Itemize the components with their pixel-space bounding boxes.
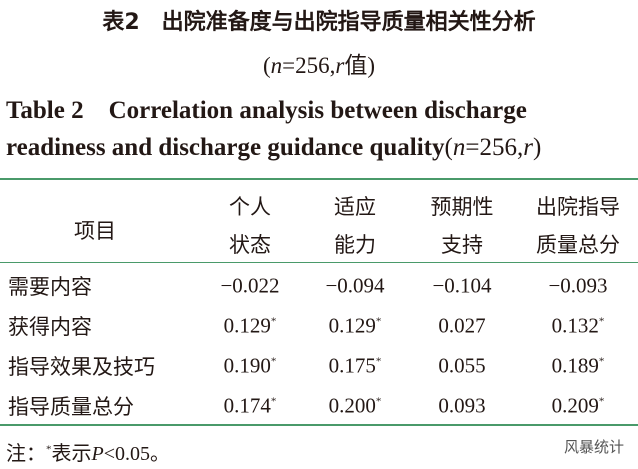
cell-text: 指导质量总分 [8, 395, 134, 419]
cell-text: 获得内容 [8, 315, 92, 339]
significance-mark: * [270, 315, 277, 328]
significance-mark: * [375, 315, 382, 328]
cell-text: 0.189 [551, 353, 599, 378]
title-en: Table 2 Correlation analysis between dis… [6, 97, 527, 124]
title-en-suffix: (n=256,r) [445, 134, 542, 161]
cell-text: 需要内容 [8, 275, 92, 299]
cell-value: 0.093 [438, 394, 485, 419]
cell-text: −0.094 [325, 273, 385, 298]
significance-mark: * [375, 395, 382, 408]
column-header: 质量总分 [536, 233, 620, 257]
significance-mark: * [598, 315, 605, 328]
column-header: 适应 [334, 195, 376, 219]
text-part: ( [262, 53, 271, 78]
cell-value: −0.022 [220, 274, 279, 299]
cell-value: 0.174* [224, 394, 277, 419]
note: 注：*表示P<0.05。 [6, 437, 170, 466]
cell-value: −0.093 [548, 274, 607, 299]
cell-value: 0.132* [552, 314, 605, 339]
mid-rule [0, 262, 638, 263]
column-header: 能力 [334, 233, 376, 257]
cell-text: 0.174 [223, 393, 271, 418]
column-header: 预期性 [430, 195, 494, 219]
text-part: n [452, 134, 466, 161]
cell-value: 0.209* [552, 394, 605, 419]
cell-value: 0.027 [438, 314, 485, 339]
row-label: 获得内容 [8, 311, 92, 341]
cell-text: 0.132 [551, 313, 599, 338]
column-header: 个人 [229, 195, 271, 219]
cell-value: 0.189* [552, 354, 605, 379]
text-part: =256, [465, 134, 524, 161]
cell-text: 0.175 [328, 353, 376, 378]
text-part: r [335, 53, 345, 78]
cell-text: −0.104 [432, 273, 492, 298]
text-part: * [46, 443, 52, 456]
cell-value: 0.129* [224, 314, 277, 339]
cell-value: 0.175* [329, 354, 382, 379]
cell-value: 0.129* [329, 314, 382, 339]
text-part: 表示 [51, 443, 92, 465]
text-part: n [270, 53, 283, 78]
column-header: 支持 [441, 233, 483, 257]
cell-text: 0.129 [223, 313, 271, 338]
significance-mark: * [598, 395, 605, 408]
watermark: 风暴统计 [563, 438, 624, 456]
cell-value: 0.055 [438, 354, 485, 379]
cell-text: 0.027 [438, 313, 486, 338]
subtitle: (n=256,r值) [0, 46, 638, 80]
cell-text: −0.093 [548, 273, 608, 298]
text-part: =256, [282, 53, 336, 78]
column-header: 项目 [74, 219, 116, 243]
text-part: ) [532, 134, 542, 161]
cell-text: 0.093 [438, 393, 486, 418]
text-part: ( [444, 134, 453, 161]
cell-value: −0.104 [432, 274, 491, 299]
text-part: r [523, 134, 533, 161]
significance-mark: * [598, 355, 605, 368]
column-header: 出院指导 [536, 195, 620, 219]
text-part: 注： [6, 443, 46, 465]
title-cn: 表2 出院准备度与出院指导质量相关性分析 [102, 10, 536, 35]
cell-value: −0.094 [325, 274, 384, 299]
cell-text: 0.209 [551, 393, 599, 418]
title-en-text: readiness and discharge guidance quality [6, 134, 445, 161]
cell-value: 0.190* [224, 354, 277, 379]
bottom-rule [0, 424, 638, 426]
significance-mark: * [375, 355, 382, 368]
cell-text: 0.190 [223, 353, 271, 378]
cell-text: 指导效果及技巧 [8, 355, 155, 379]
cell-text: −0.022 [220, 273, 280, 298]
top-rule [0, 178, 638, 180]
cell-value: 0.200* [329, 394, 382, 419]
text-part: P [91, 443, 104, 465]
row-label: 指导效果及技巧 [8, 351, 155, 381]
column-header: 状态 [229, 233, 271, 257]
text-part: <0.05。 [103, 443, 170, 465]
cell-text: 0.129 [328, 313, 376, 338]
cell-text: 0.055 [438, 353, 486, 378]
text-part: 值) [344, 53, 376, 78]
row-label: 指导质量总分 [8, 391, 134, 421]
significance-mark: * [270, 355, 277, 368]
cell-text: 0.200 [328, 393, 376, 418]
row-label: 需要内容 [8, 271, 92, 301]
significance-mark: * [270, 395, 277, 408]
title-en: readiness and discharge guidance quality… [6, 134, 541, 162]
